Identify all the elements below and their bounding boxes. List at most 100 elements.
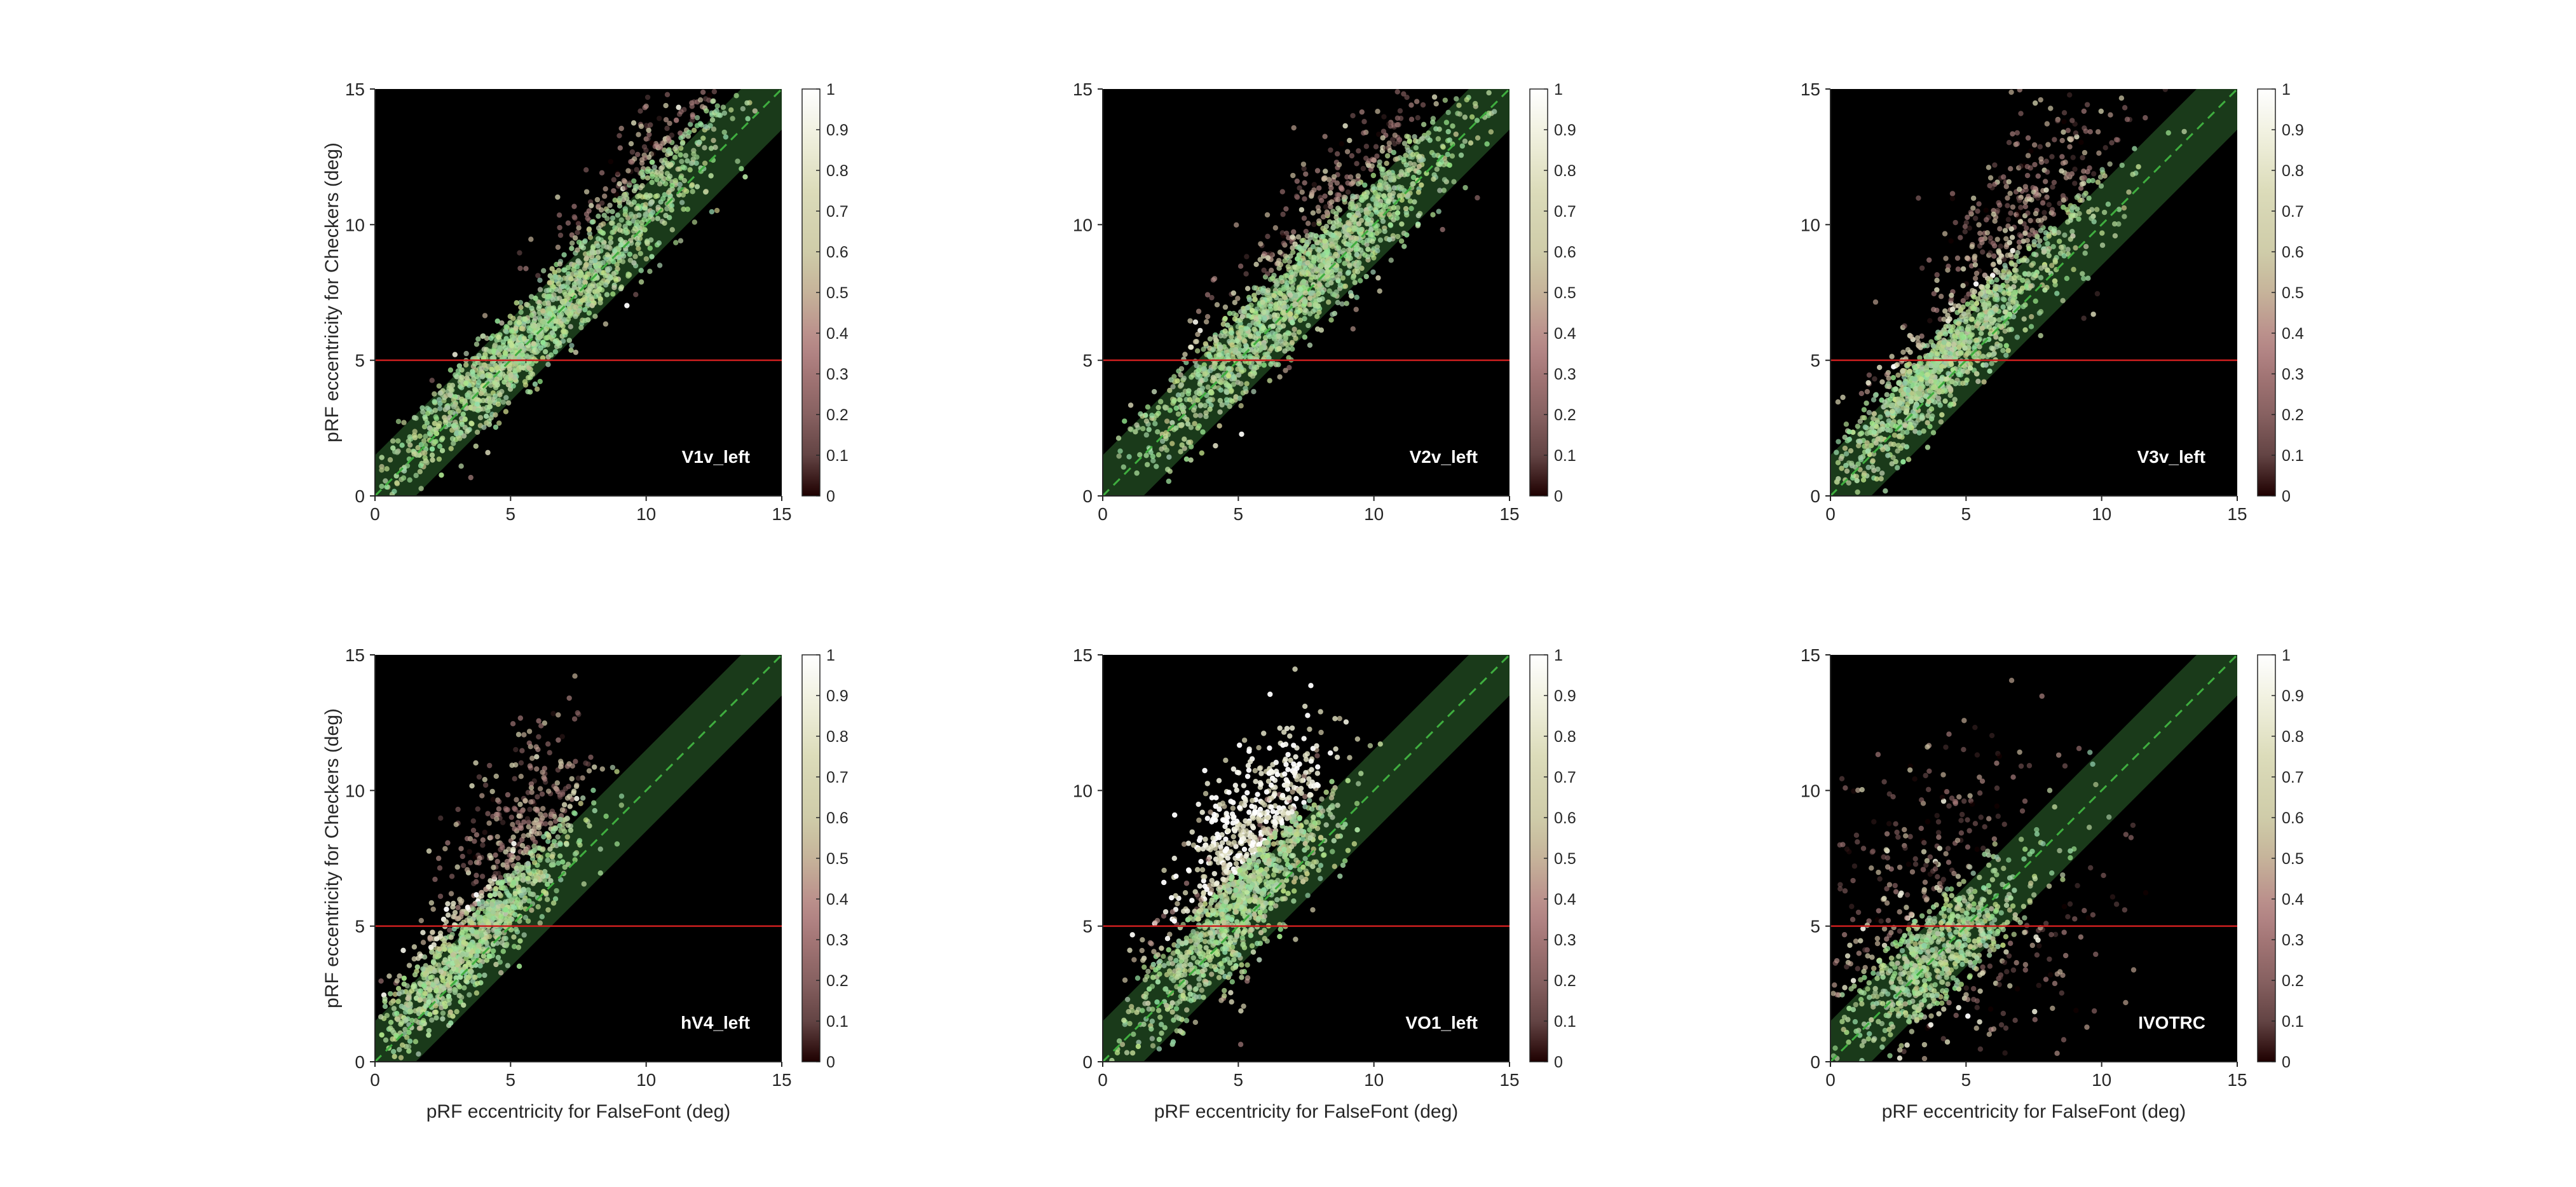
data-point [1188,425,1194,430]
data-point [1319,198,1325,203]
data-point [1341,194,1347,200]
data-point [2038,156,2044,162]
data-point [1337,282,1343,288]
colorbar-tick-label: 0.2 [826,406,848,424]
data-point [1358,278,1363,284]
data-point [683,153,689,158]
data-point [1918,360,1924,366]
data-point [1239,431,1244,437]
data-point [1182,436,1187,442]
data-point [2065,127,2071,134]
data-point [611,271,617,277]
data-point [1982,293,1989,299]
data-point [1290,319,1295,326]
data-point [708,173,714,179]
data-point [2003,244,2009,250]
data-point [2021,238,2026,244]
data-point [1865,380,1871,386]
data-point [413,415,419,421]
data-point [2022,203,2029,210]
data-point [665,189,672,195]
data-point [1976,222,1982,228]
data-point [1244,285,1251,292]
data-point [1262,251,1267,257]
data-point [1876,364,1883,371]
data-point [685,158,690,164]
data-point [1283,230,1290,237]
data-point [1229,388,1234,394]
data-point [508,814,515,820]
data-point [1905,387,1911,393]
data-point [1257,257,1263,263]
data-point [1344,149,1351,154]
data-point [468,420,474,426]
data-point [673,240,679,245]
data-point [2076,216,2082,222]
data-point [1330,233,1336,238]
data-point [1919,333,1925,339]
data-point [620,259,626,264]
data-point [2026,245,2032,252]
data-point [1930,413,1935,419]
data-point [518,309,524,315]
data-point [414,964,420,970]
data-point [1323,223,1330,230]
plot-area [1103,89,1509,496]
data-point [1386,212,1393,217]
data-point [2024,238,2030,244]
data-point [1217,409,1223,415]
data-point [618,284,625,290]
data-point [494,365,500,371]
data-point [1443,120,1450,125]
data-point [2055,230,2062,235]
data-point [1977,291,1983,297]
data-point [1230,290,1237,296]
data-point [1138,411,1143,417]
data-point [680,192,686,198]
data-point [1949,379,1955,385]
data-point [578,278,583,285]
data-point [714,207,720,214]
data-point [1302,334,1308,340]
data-point [1447,162,1452,168]
data-point [1447,137,1453,143]
data-point [1193,413,1199,418]
data-point [2061,204,2066,210]
data-point [2017,244,2022,250]
data-point [586,227,592,233]
data-point [432,399,437,404]
data-point [1222,328,1228,334]
data-point [1196,308,1202,314]
data-point [1908,334,1914,340]
data-point [448,446,454,451]
data-point [516,963,522,970]
data-point [692,219,698,225]
colorbar-tick-label: 0.8 [826,162,848,180]
data-point [464,429,470,434]
data-point [2054,291,2060,296]
data-point [1164,418,1170,424]
data-point [500,399,507,405]
data-point [659,165,665,170]
data-point [589,268,595,273]
data-point [1942,231,1948,237]
data-point [1253,310,1258,316]
data-point [2008,210,2014,216]
data-point [499,320,505,326]
data-point [1234,338,1240,344]
data-point [1872,299,1879,305]
data-point [677,182,683,188]
data-point [1349,180,1356,186]
data-point [1965,301,1970,307]
data-point [2059,154,2065,160]
data-point [1454,96,1459,102]
data-point [2008,166,2014,172]
data-point [709,209,715,215]
data-point [669,203,675,209]
data-point [603,273,608,278]
data-point [1930,385,1936,391]
data-point [379,455,385,460]
data-point [625,200,632,205]
data-point [617,133,622,139]
data-point [1297,286,1304,292]
